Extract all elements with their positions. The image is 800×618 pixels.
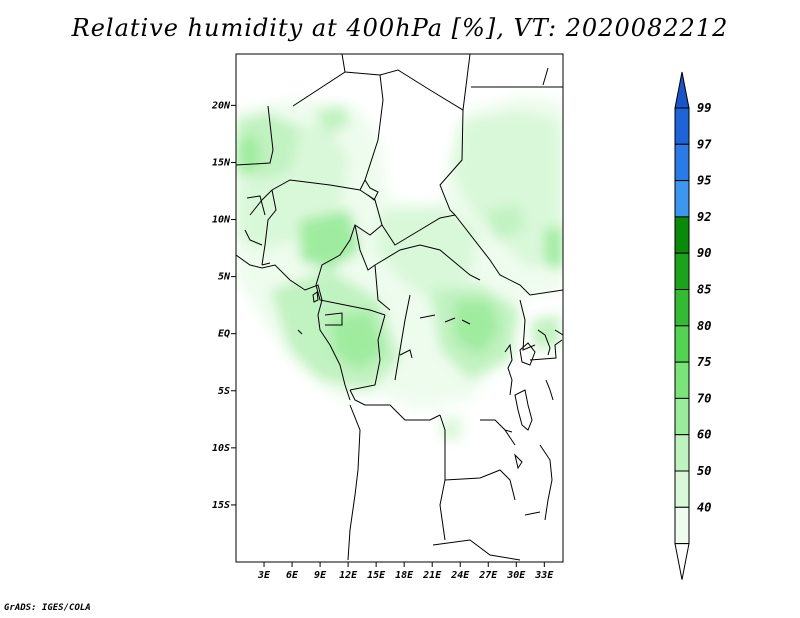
lat-tick-label: 10N: [212, 215, 231, 226]
lat-tick-label: EQ: [218, 329, 230, 340]
lon-tick-label: 30E: [506, 570, 526, 581]
colorbar-label: 99: [697, 101, 711, 115]
lat-tick-label: 20N: [211, 100, 231, 111]
lon-tick-label: 6E: [286, 570, 299, 581]
colorbar-segment: [674, 506, 690, 545]
colorbar-segment: [674, 361, 690, 399]
colorbar-segment: [674, 143, 690, 182]
humidity-shading: [236, 95, 563, 440]
grads-credit: GrADS: IGES/COLA: [4, 603, 91, 613]
lon-tick-label: 9E: [314, 570, 327, 581]
chart-title: Relative humidity at 400hPa [%], VT: 202…: [71, 14, 729, 42]
lat-tick-label: 15N: [212, 157, 231, 168]
colorbar-bottom-arrow: [674, 543, 690, 580]
lat-tick-label: 5S: [218, 386, 230, 397]
colorbar-segment: [674, 289, 690, 327]
colorbar-segment: [674, 397, 690, 436]
lon-tick-label: 18E: [395, 570, 414, 581]
colorbar-segment: [674, 180, 690, 218]
colorbar-segment: [674, 434, 690, 472]
lon-tick-label: 33E: [534, 570, 554, 581]
lon-tick-label: 12E: [339, 570, 358, 581]
colorbar-segment: [674, 325, 690, 363]
colorbar-label: 92: [697, 210, 711, 224]
colorbar-segment: [674, 216, 690, 254]
latitude-axis: 20N 15N 10N 5N EQ 5S 10S 15S: [211, 100, 236, 511]
lon-tick-label: 24E: [450, 570, 470, 581]
lat-tick-label: 10S: [212, 443, 230, 454]
colorbar-label: 60: [697, 428, 711, 442]
colorbar-label: 50: [697, 464, 711, 478]
colorbar-segment: [674, 470, 690, 508]
lon-tick-label: 3E: [257, 570, 271, 581]
colorbar-label: 80: [697, 319, 711, 333]
lat-tick-label: 5N: [218, 272, 231, 283]
colorbar-label: 75: [697, 355, 711, 369]
country-borders: [236, 54, 563, 561]
colorbar-label: 97: [697, 137, 712, 151]
colorbar-segment: [674, 252, 690, 290]
colorbar: 99 97 95 92 90 85 80 75 70 60 50 40: [674, 71, 712, 580]
coastlines: [236, 179, 563, 521]
colorbar-label: 85: [697, 283, 711, 297]
lon-tick-label: 21E: [422, 570, 442, 581]
colorbar-label: 95: [697, 174, 711, 188]
map-frame: [235, 53, 564, 563]
lat-tick-label: 15S: [212, 500, 230, 511]
colorbar-label: 90: [697, 246, 711, 260]
longitude-axis: 3E 6E 9E 12E 15E 18E 21E 24E 27E 30E 33E: [257, 562, 554, 581]
colorbar-segment: [674, 107, 690, 145]
lon-tick-label: 27E: [478, 570, 498, 581]
colorbar-top-arrow: [674, 71, 690, 109]
colorbar-label: 40: [697, 500, 711, 514]
colorbar-label: 70: [697, 391, 711, 405]
lon-tick-label: 15E: [367, 570, 386, 581]
